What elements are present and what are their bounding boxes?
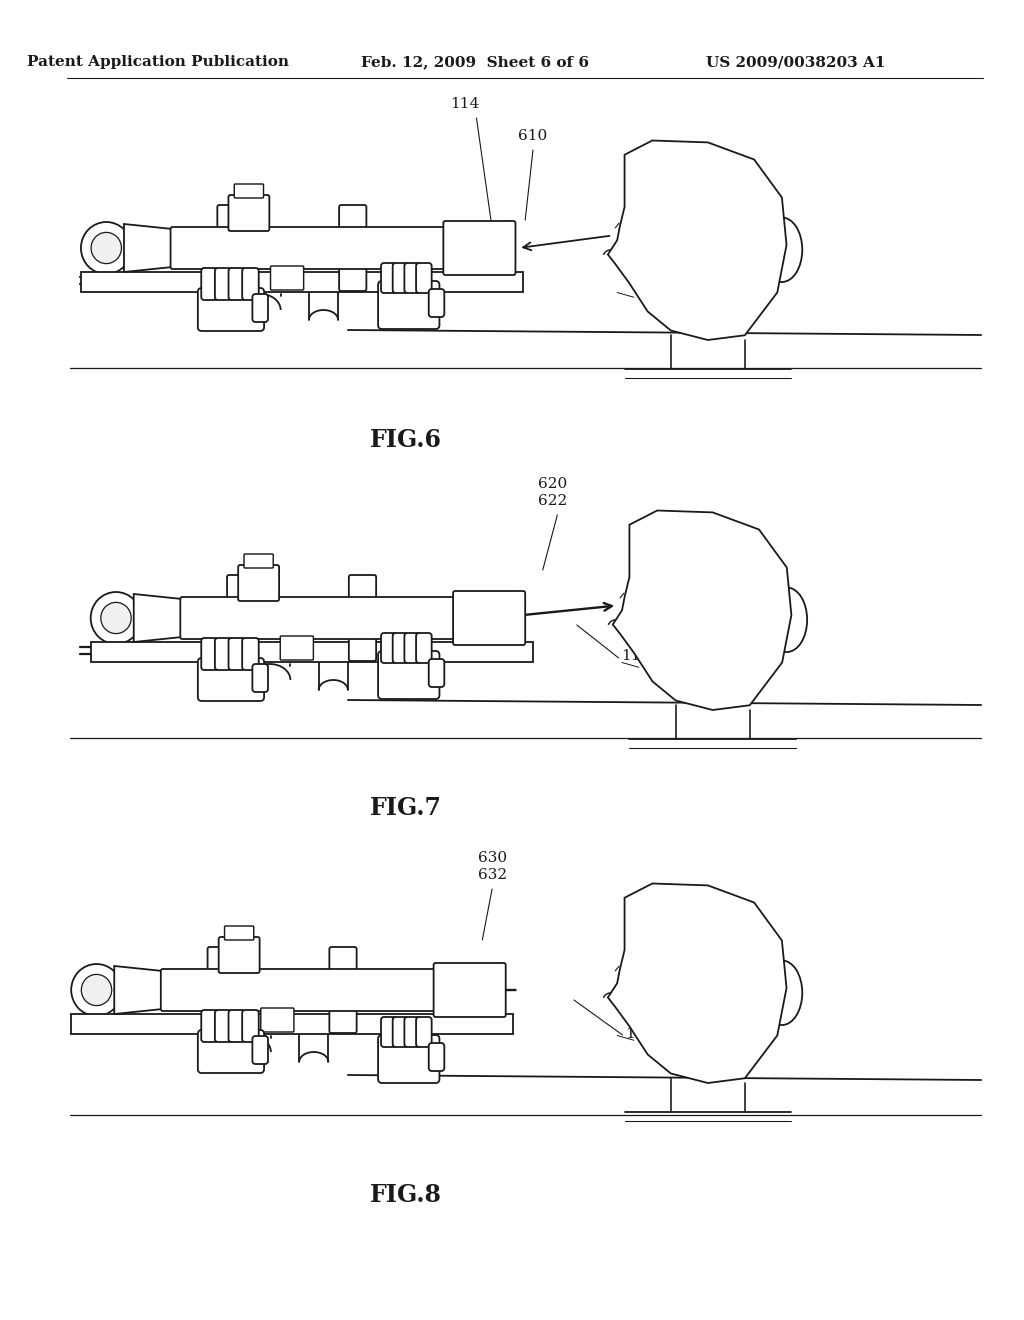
- Text: 632: 632: [477, 869, 507, 882]
- Circle shape: [81, 974, 112, 1006]
- FancyBboxPatch shape: [378, 281, 439, 329]
- FancyBboxPatch shape: [416, 634, 432, 663]
- FancyBboxPatch shape: [171, 227, 447, 269]
- Text: 622: 622: [538, 494, 567, 508]
- FancyBboxPatch shape: [81, 272, 523, 292]
- FancyBboxPatch shape: [215, 638, 231, 671]
- FancyBboxPatch shape: [378, 651, 439, 700]
- FancyBboxPatch shape: [202, 268, 218, 300]
- FancyBboxPatch shape: [381, 1016, 396, 1047]
- Text: FIG.6: FIG.6: [371, 428, 442, 451]
- Text: FIG.7: FIG.7: [371, 796, 442, 820]
- FancyBboxPatch shape: [198, 1030, 264, 1073]
- FancyBboxPatch shape: [261, 1008, 294, 1032]
- FancyBboxPatch shape: [339, 205, 367, 290]
- FancyBboxPatch shape: [404, 634, 420, 663]
- FancyBboxPatch shape: [381, 634, 396, 663]
- FancyBboxPatch shape: [242, 268, 259, 300]
- FancyBboxPatch shape: [198, 288, 264, 331]
- Circle shape: [72, 964, 122, 1016]
- Circle shape: [91, 591, 141, 644]
- Polygon shape: [115, 966, 163, 1014]
- Circle shape: [91, 232, 122, 264]
- FancyBboxPatch shape: [227, 576, 254, 661]
- FancyBboxPatch shape: [202, 638, 218, 671]
- FancyBboxPatch shape: [392, 263, 409, 293]
- Text: 114: 114: [451, 96, 479, 111]
- FancyBboxPatch shape: [202, 1010, 218, 1041]
- Text: 114: 114: [626, 1027, 654, 1041]
- Polygon shape: [608, 140, 786, 341]
- Polygon shape: [124, 224, 172, 272]
- Ellipse shape: [766, 587, 807, 652]
- Circle shape: [100, 602, 131, 634]
- FancyBboxPatch shape: [91, 642, 532, 663]
- FancyBboxPatch shape: [217, 205, 245, 290]
- Polygon shape: [612, 511, 792, 710]
- FancyBboxPatch shape: [381, 263, 396, 293]
- FancyBboxPatch shape: [242, 638, 259, 671]
- FancyBboxPatch shape: [215, 268, 231, 300]
- FancyBboxPatch shape: [234, 183, 263, 198]
- FancyBboxPatch shape: [433, 964, 506, 1016]
- FancyBboxPatch shape: [281, 636, 313, 660]
- FancyBboxPatch shape: [378, 1035, 439, 1082]
- Text: Patent Application Publication: Patent Application Publication: [27, 55, 289, 69]
- FancyBboxPatch shape: [208, 946, 234, 1034]
- FancyBboxPatch shape: [416, 263, 432, 293]
- FancyBboxPatch shape: [219, 937, 260, 973]
- FancyBboxPatch shape: [72, 1014, 513, 1034]
- FancyBboxPatch shape: [429, 289, 444, 317]
- FancyBboxPatch shape: [453, 591, 525, 645]
- Circle shape: [81, 222, 132, 275]
- FancyBboxPatch shape: [404, 1016, 420, 1047]
- Ellipse shape: [762, 961, 802, 1026]
- FancyBboxPatch shape: [270, 267, 304, 290]
- Ellipse shape: [762, 218, 802, 282]
- FancyBboxPatch shape: [252, 1036, 268, 1064]
- Text: 610: 610: [518, 129, 548, 143]
- Text: 630: 630: [477, 851, 507, 865]
- FancyBboxPatch shape: [224, 927, 254, 940]
- Text: 620: 620: [538, 477, 567, 491]
- FancyBboxPatch shape: [349, 576, 376, 661]
- FancyBboxPatch shape: [239, 565, 280, 601]
- FancyBboxPatch shape: [215, 1010, 231, 1041]
- FancyBboxPatch shape: [404, 263, 420, 293]
- Polygon shape: [608, 883, 786, 1082]
- Text: US 2009/0038203 A1: US 2009/0038203 A1: [707, 55, 886, 69]
- FancyBboxPatch shape: [244, 554, 273, 568]
- FancyBboxPatch shape: [242, 1010, 259, 1041]
- FancyBboxPatch shape: [252, 294, 268, 322]
- Text: 114: 114: [621, 649, 650, 663]
- FancyBboxPatch shape: [416, 1016, 432, 1047]
- Text: FIG.8: FIG.8: [371, 1183, 442, 1206]
- FancyBboxPatch shape: [161, 969, 437, 1011]
- FancyBboxPatch shape: [228, 1010, 245, 1041]
- FancyBboxPatch shape: [252, 664, 268, 692]
- FancyBboxPatch shape: [443, 220, 515, 275]
- FancyBboxPatch shape: [392, 1016, 409, 1047]
- Polygon shape: [134, 594, 182, 642]
- FancyBboxPatch shape: [228, 638, 245, 671]
- FancyBboxPatch shape: [429, 659, 444, 686]
- Text: Feb. 12, 2009  Sheet 6 of 6: Feb. 12, 2009 Sheet 6 of 6: [360, 55, 589, 69]
- FancyBboxPatch shape: [330, 946, 356, 1034]
- FancyBboxPatch shape: [228, 268, 245, 300]
- FancyBboxPatch shape: [180, 597, 457, 639]
- FancyBboxPatch shape: [198, 657, 264, 701]
- FancyBboxPatch shape: [392, 634, 409, 663]
- FancyBboxPatch shape: [429, 1043, 444, 1071]
- FancyBboxPatch shape: [228, 195, 269, 231]
